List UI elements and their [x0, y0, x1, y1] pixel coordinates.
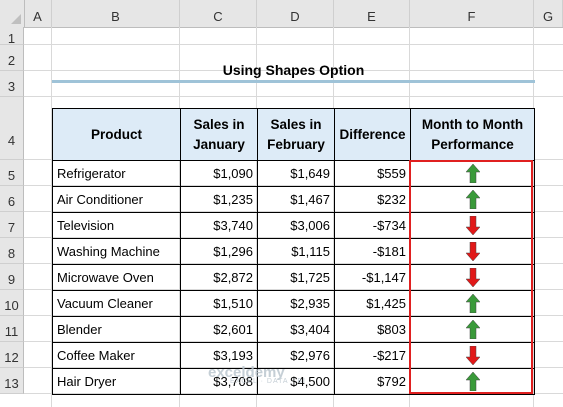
product-cell[interactable]: Microwave Oven	[52, 264, 181, 291]
row-header-3[interactable]: 3	[0, 71, 24, 97]
header-sales-january[interactable]: Sales in January	[180, 108, 258, 161]
january-sales-cell[interactable]: $1,090	[180, 160, 258, 187]
table-row: Microwave Oven $2,872 $1,725 -$1,147	[52, 264, 535, 291]
table-row: Vacuum Cleaner $1,510 $2,935 $1,425	[52, 290, 535, 317]
column-header-e[interactable]: E	[334, 0, 410, 27]
select-all-corner[interactable]	[0, 0, 25, 27]
difference-cell[interactable]: $803	[334, 316, 411, 343]
january-sales-cell[interactable]: $3,193	[180, 342, 258, 369]
green-up-arrow-icon[interactable]	[464, 163, 481, 184]
row-header-1[interactable]: 1	[0, 27, 24, 46]
performance-cell[interactable]	[410, 238, 535, 265]
difference-cell[interactable]: -$181	[334, 238, 411, 265]
sheet-title[interactable]: Using Shapes Option	[222, 62, 365, 78]
gridline-col	[51, 27, 52, 407]
row-header-8[interactable]: 8	[0, 238, 24, 264]
product-cell[interactable]: Refrigerator	[52, 160, 181, 187]
difference-cell[interactable]: $559	[334, 160, 411, 187]
row-header-7[interactable]: 7	[0, 212, 24, 238]
red-down-arrow-icon[interactable]	[464, 345, 481, 366]
sales-table: Product Sales in January Sales in February…	[52, 108, 535, 395]
red-down-arrow-icon[interactable]	[464, 267, 481, 288]
row-header-5[interactable]: 5	[0, 160, 24, 186]
february-sales-cell[interactable]: $1,649	[257, 160, 335, 187]
performance-cell[interactable]	[410, 342, 535, 369]
gridline-row	[24, 96, 563, 97]
product-cell[interactable]: Air Conditioner	[52, 186, 181, 213]
gridline-row	[24, 70, 563, 71]
performance-cell[interactable]	[410, 368, 535, 395]
product-cell[interactable]: Television	[52, 212, 181, 239]
performance-cell[interactable]	[410, 290, 535, 317]
february-sales-cell[interactable]: $1,467	[257, 186, 335, 213]
row-header-10[interactable]: 10	[0, 290, 24, 316]
difference-cell[interactable]: -$734	[334, 212, 411, 239]
product-cell[interactable]: Coffee Maker	[52, 342, 181, 369]
red-down-arrow-icon[interactable]	[464, 241, 481, 262]
january-sales-cell[interactable]: $1,296	[180, 238, 258, 265]
february-sales-cell[interactable]: $1,115	[257, 238, 335, 265]
title-underline	[52, 80, 535, 83]
green-up-arrow-icon[interactable]	[464, 371, 481, 392]
row-header-9[interactable]: 9	[0, 264, 24, 290]
table-row: Coffee Maker $3,193 $2,976 -$217	[52, 342, 535, 369]
column-header-c[interactable]: C	[180, 0, 257, 27]
green-up-arrow-icon[interactable]	[464, 189, 481, 210]
february-sales-cell[interactable]: $2,935	[257, 290, 335, 317]
row-header-11[interactable]: 11	[0, 316, 24, 342]
january-sales-cell[interactable]: $3,740	[180, 212, 258, 239]
january-sales-cell[interactable]: $2,601	[180, 316, 258, 343]
green-up-arrow-icon[interactable]	[464, 319, 481, 340]
row-header-4[interactable]: 4	[0, 97, 24, 160]
difference-cell[interactable]: $232	[334, 186, 411, 213]
column-header-g[interactable]: G	[534, 0, 563, 27]
column-header-f[interactable]: F	[410, 0, 534, 27]
row-header-13[interactable]: 13	[0, 368, 24, 394]
product-cell[interactable]: Vacuum Cleaner	[52, 290, 181, 317]
table-row: Washing Machine $1,296 $1,115 -$181	[52, 238, 535, 265]
column-header-a[interactable]: A	[24, 0, 52, 27]
difference-cell[interactable]: $1,425	[334, 290, 411, 317]
row-header-12[interactable]: 12	[0, 342, 24, 368]
header-performance[interactable]: Month to Month Performance	[410, 108, 535, 161]
column-header-bar	[0, 0, 563, 28]
column-header-b[interactable]: B	[52, 0, 180, 27]
table-row: Refrigerator $1,090 $1,649 $559	[52, 160, 535, 187]
january-sales-cell[interactable]: $1,235	[180, 186, 258, 213]
gridline-row	[24, 44, 563, 45]
january-sales-cell[interactable]: $2,872	[180, 264, 258, 291]
column-header-d[interactable]: D	[257, 0, 334, 27]
red-down-arrow-icon[interactable]	[464, 215, 481, 236]
performance-cell[interactable]	[410, 186, 535, 213]
performance-cell[interactable]	[410, 316, 535, 343]
performance-cell[interactable]	[410, 212, 535, 239]
table-row: Blender $2,601 $3,404 $803	[52, 316, 535, 343]
february-sales-cell[interactable]: $3,404	[257, 316, 335, 343]
performance-cell[interactable]	[410, 264, 535, 291]
row-header-2[interactable]: 2	[0, 45, 24, 71]
february-sales-cell[interactable]: $3,006	[257, 212, 335, 239]
february-sales-cell[interactable]: $4,500	[257, 368, 335, 395]
green-up-arrow-icon[interactable]	[464, 293, 481, 314]
table-row: Air Conditioner $1,235 $1,467 $232	[52, 186, 535, 213]
february-sales-cell[interactable]: $1,725	[257, 264, 335, 291]
difference-cell[interactable]: -$1,147	[334, 264, 411, 291]
table-row: Hair Dryer $3,708 $4,500 $792	[52, 368, 535, 395]
product-cell[interactable]: Blender	[52, 316, 181, 343]
exceldemy-watermark: exceldemy EXCEL · DATA · BI	[208, 364, 306, 385]
difference-cell[interactable]: -$217	[334, 342, 411, 369]
header-product[interactable]: Product	[52, 108, 181, 161]
table-row: Television $3,740 $3,006 -$734	[52, 212, 535, 239]
performance-cell[interactable]	[410, 160, 535, 187]
header-sales-february[interactable]: Sales in February	[257, 108, 335, 161]
product-cell[interactable]: Hair Dryer	[52, 368, 181, 395]
product-cell[interactable]: Washing Machine	[52, 238, 181, 265]
difference-cell[interactable]: $792	[334, 368, 411, 395]
january-sales-cell[interactable]: $1,510	[180, 290, 258, 317]
header-difference[interactable]: Difference	[334, 108, 411, 161]
row-header-6[interactable]: 6	[0, 186, 24, 212]
